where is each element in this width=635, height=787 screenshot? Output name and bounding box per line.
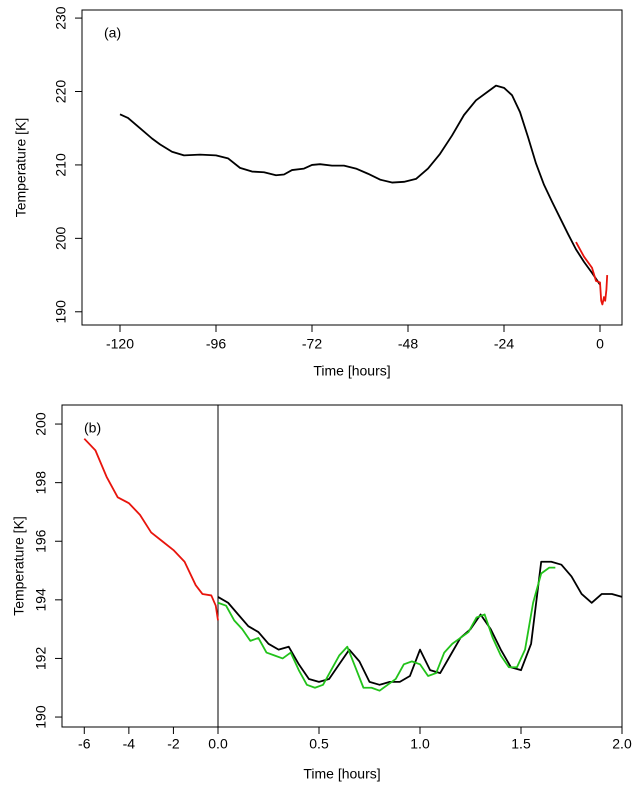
x-tick-label: -24 (494, 336, 514, 352)
x-tick-label: 1.5 (511, 736, 531, 752)
y-tick-label: 210 (53, 153, 69, 177)
x-tick-label: -72 (302, 336, 322, 352)
x-tick-label: 0.5 (309, 736, 329, 752)
panel-label: (a) (104, 25, 121, 41)
y-tick-label: 198 (33, 471, 49, 495)
x-tick-label: 2.0 (612, 736, 632, 752)
y-axis-title: Temperature [K] (13, 118, 29, 218)
x-tick-label: -48 (398, 336, 418, 352)
y-tick-label: 196 (33, 529, 49, 553)
y-tick-label: 192 (33, 647, 49, 671)
y-tick-label: 190 (53, 300, 69, 324)
y-tick-label: 190 (33, 705, 49, 729)
x-tick-label: 0 (596, 336, 604, 352)
data-line (217, 566, 556, 692)
plot-frame (81, 9, 623, 326)
x-axis-title: Time [hours] (303, 766, 380, 782)
x-tick-label: -4 (123, 736, 136, 752)
y-tick-label: 200 (33, 412, 49, 436)
panel-label: (b) (84, 420, 101, 436)
data-line (119, 84, 601, 286)
y-tick-label: 194 (33, 588, 49, 612)
x-tick-label: -6 (78, 736, 91, 752)
data-line (575, 241, 609, 306)
x-axis-title: Time [hours] (313, 363, 390, 379)
x-tick-label: 1.0 (410, 736, 430, 752)
y-axis-title: Temperature [K] (11, 516, 27, 616)
y-tick-label: 200 (53, 226, 69, 250)
x-tick-label: -96 (206, 336, 226, 352)
y-tick-label: 220 (53, 80, 69, 104)
x-tick-label: -120 (106, 336, 134, 352)
x-tick-label: 0.0 (208, 736, 228, 752)
data-line (217, 560, 623, 686)
y-tick-label: 230 (53, 6, 69, 30)
data-line (83, 438, 219, 621)
plot-frame (61, 404, 623, 728)
x-tick-label: -2 (167, 736, 180, 752)
